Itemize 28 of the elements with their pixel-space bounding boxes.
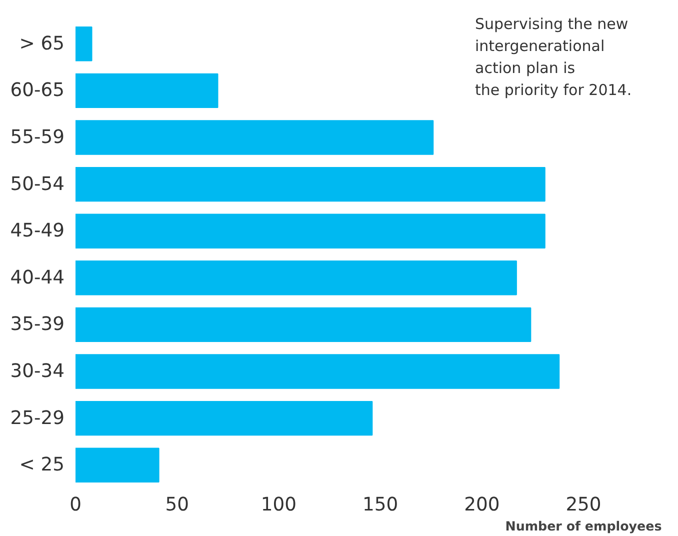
y-tick-label: 30-34: [10, 361, 65, 382]
y-tick-label: > 65: [19, 33, 65, 54]
y-tick-label: 25-29: [10, 408, 65, 429]
bar: [76, 400, 373, 436]
bar: [76, 120, 434, 155]
y-tick-label: < 25: [19, 454, 65, 476]
annotation: Supervising the new intergenerational action plan is the priority for 2014.: [475, 14, 632, 101]
x-tick-label: 250: [566, 494, 602, 516]
x-tick-label: 100: [260, 494, 297, 516]
y-tick-label: 55-59: [10, 127, 65, 148]
bar: [76, 448, 160, 482]
bar: [76, 214, 546, 248]
bar: [76, 26, 92, 62]
bar: [76, 166, 546, 202]
x-tick-label: 200: [464, 494, 500, 516]
x-tick-label: 50: [165, 494, 189, 516]
bar: [76, 307, 532, 342]
y-tick-label: 50-54: [10, 174, 65, 195]
x-tick-label: 150: [362, 494, 398, 516]
bar: [76, 73, 218, 108]
y-tick-label: 60-65: [10, 80, 65, 102]
y-tick-label: 35-39: [10, 314, 65, 336]
x-tick-label: 0: [70, 494, 82, 516]
bar: [76, 354, 560, 389]
bar: [76, 260, 517, 296]
y-tick-label: 45-49: [10, 220, 65, 242]
x-axis-title: Number of employees: [505, 518, 662, 534]
y-tick-label: 40-44: [10, 267, 65, 288]
